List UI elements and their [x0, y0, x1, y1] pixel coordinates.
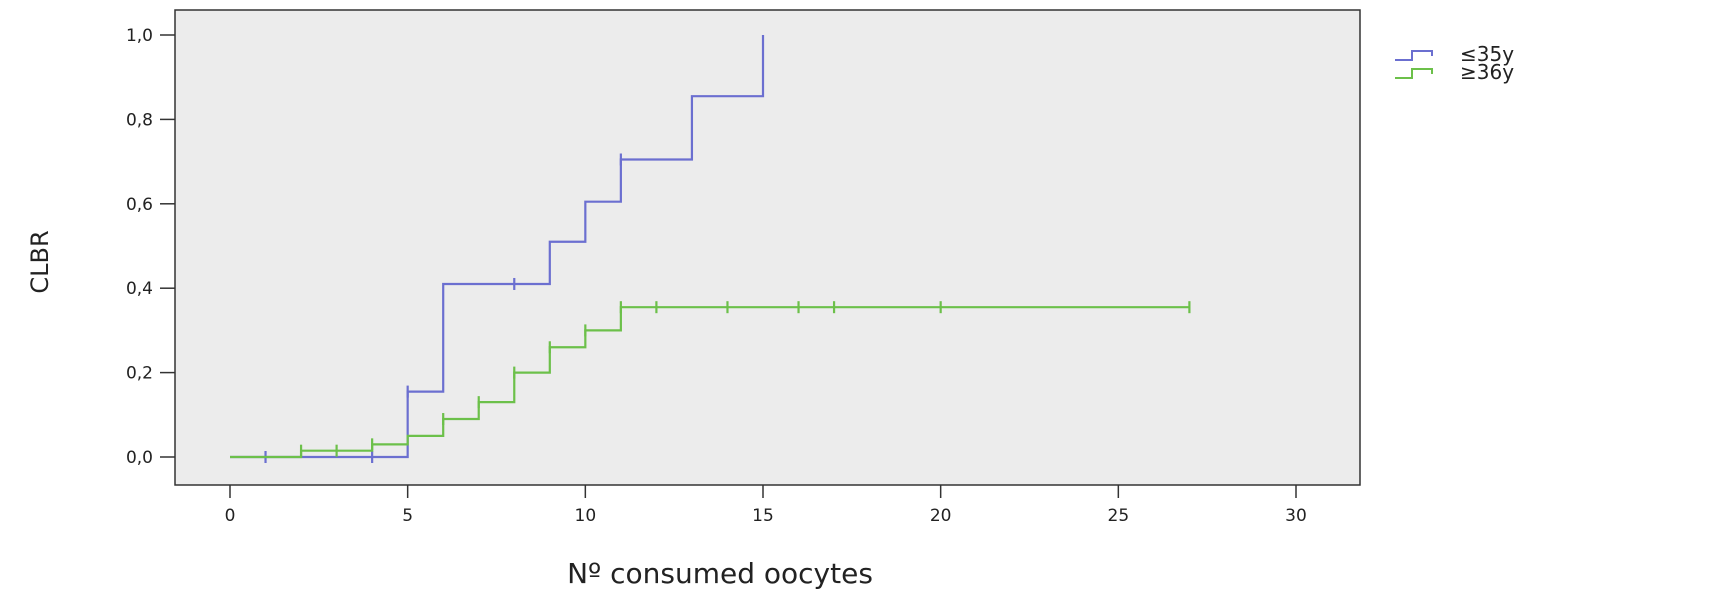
legend-symbol	[1395, 68, 1433, 79]
y-tick-label: 0,4	[126, 279, 153, 299]
y-axis: 0,0 0,2 0,4 0,6 0,8 1,0	[126, 26, 175, 468]
y-tick-label: 0,2	[126, 364, 153, 384]
y-tick-label: 0,6	[126, 195, 153, 215]
plot-area	[174, 9, 1361, 486]
x-tick-label: 0	[225, 506, 236, 526]
x-tick-label: 20	[930, 506, 952, 526]
legend-label: ≥36y	[1460, 60, 1514, 84]
x-tick-label: 5	[402, 506, 413, 526]
y-tick-label: 0,0	[126, 448, 153, 468]
legend-label: ≤35y	[1460, 42, 1514, 66]
x-tick-label: 25	[1108, 506, 1130, 526]
y-tick-label: 1,0	[126, 26, 153, 46]
y-axis-title: CLBR	[26, 230, 54, 293]
series-layer	[230, 35, 1191, 463]
x-tick-label: 30	[1285, 506, 1307, 526]
x-axis: 0 5 10 15 20 25 30	[225, 485, 1307, 526]
y-tick-label: 0,8	[126, 110, 153, 130]
x-axis-title: Nº consumed oocytes	[567, 557, 873, 590]
legend: ≤35y≥36y	[1395, 42, 1514, 84]
x-tick-label: 10	[575, 506, 597, 526]
x-tick-label: 15	[752, 506, 774, 526]
legend-symbol	[1395, 50, 1433, 61]
series-line	[230, 35, 765, 459]
